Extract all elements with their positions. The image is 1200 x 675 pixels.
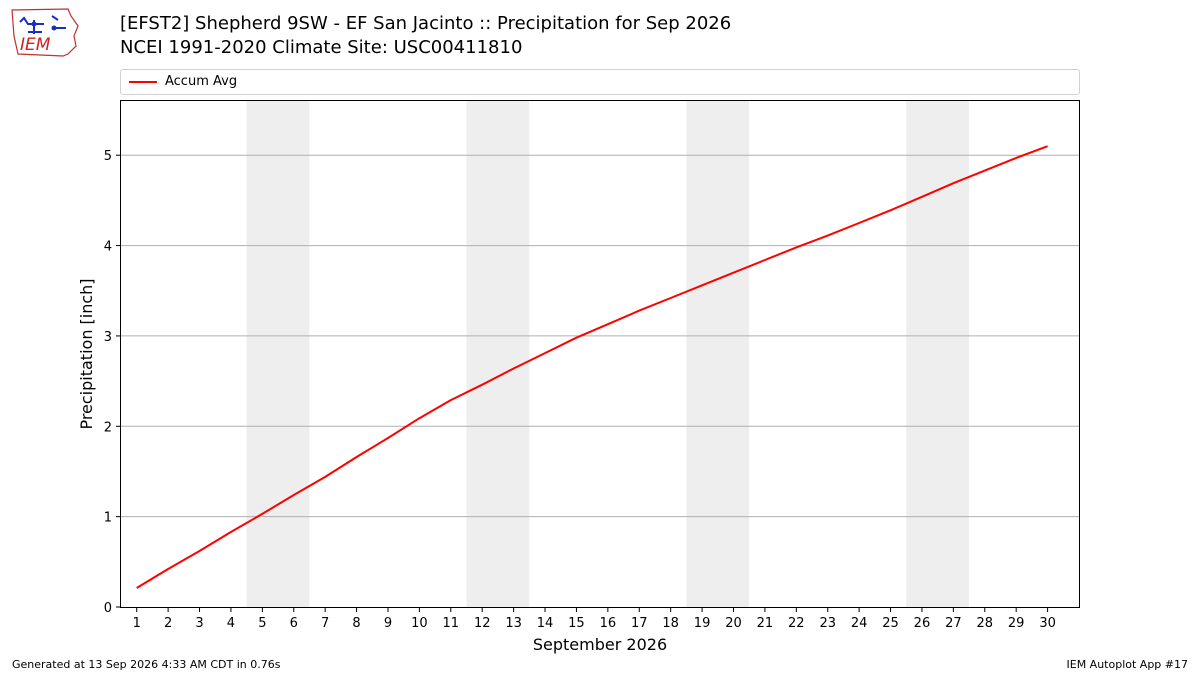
x-tick-label-6: 6 [290, 616, 298, 631]
x-tick-label-22: 22 [788, 616, 805, 631]
x-axis-label: September 2026 [533, 635, 667, 654]
weekend-band-4 [906, 101, 970, 607]
x-tick-label-30: 30 [1039, 616, 1056, 631]
chart-title: [EFST2] Shepherd 9SW - EF San Jacinto ::… [120, 13, 732, 34]
series-line-accum-avg [136, 145, 1048, 589]
y-axis-label: Precipitation [inch] [77, 278, 96, 429]
x-tick-label-4: 4 [227, 616, 235, 631]
y-tick-label-1: 1 [104, 511, 112, 526]
x-tick-label-3: 3 [195, 616, 203, 631]
x-tick-label-16: 16 [600, 616, 617, 631]
x-tick-label-29: 29 [1008, 616, 1025, 631]
x-tick-label-7: 7 [321, 616, 329, 631]
x-tick-label-25: 25 [882, 616, 899, 631]
x-tick-label-8: 8 [352, 616, 360, 631]
x-tick-label-24: 24 [851, 616, 868, 631]
weekend-band-2 [466, 101, 530, 607]
y-tick-label-2: 2 [104, 420, 112, 435]
chart-subtitle: NCEI 1991-2020 Climate Site: USC00411810 [120, 37, 523, 58]
x-tick-label-14: 14 [537, 616, 554, 631]
gridlines-group [121, 154, 1079, 518]
x-axis-ticks: 1 2 3 4 5 6 7 8 9 10 11 12 13 14 15 16 17 18 19 20 21 22 23 24 2… [133, 607, 1056, 631]
weekend-shading-group [246, 101, 970, 607]
x-tick-label-19: 19 [694, 616, 711, 631]
x-tick-label-9: 9 [384, 616, 392, 631]
x-tick-label-20: 20 [725, 616, 742, 631]
generated-timestamp: Generated at 13 Sep 2026 4:33 AM CDT in … [12, 658, 281, 671]
y-tick-label-5: 5 [104, 149, 112, 164]
x-tick-label-23: 23 [819, 616, 836, 631]
x-tick-label-28: 28 [976, 616, 993, 631]
x-tick-label-21: 21 [757, 616, 774, 631]
x-tick-label-17: 17 [631, 616, 648, 631]
plot-frame [120, 100, 1080, 608]
x-tick-label-2: 2 [164, 616, 172, 631]
x-tick-label-11: 11 [443, 616, 460, 631]
iem-logo-icon: IEM [11, 8, 79, 57]
y-tick-label-0: 0 [104, 601, 112, 616]
autoplot-app-label: IEM Autoplot App #17 [1066, 658, 1189, 671]
x-tick-label-27: 27 [945, 616, 962, 631]
x-tick-label-12: 12 [474, 616, 491, 631]
x-tick-label-13: 13 [505, 616, 522, 631]
logo-text: IEM [20, 35, 51, 55]
series-group [136, 145, 1048, 589]
x-tick-label-26: 26 [914, 616, 931, 631]
y-tick-label-3: 3 [104, 330, 112, 345]
legend-swatch-accum-avg [129, 81, 157, 83]
y-axis-ticks: 0 1 2 3 4 5 [104, 149, 121, 616]
chart-legend: Accum Avg [120, 69, 1080, 95]
weekend-band-1 [246, 101, 310, 607]
weekend-band-3 [686, 101, 750, 607]
x-tick-label-15: 15 [568, 616, 585, 631]
x-tick-label-1: 1 [133, 616, 141, 631]
x-tick-label-18: 18 [662, 616, 679, 631]
x-tick-label-5: 5 [258, 616, 266, 631]
x-tick-label-10: 10 [411, 616, 428, 631]
y-tick-label-4: 4 [104, 240, 112, 255]
chart-title-block: [EFST2] Shepherd 9SW - EF San Jacinto ::… [120, 12, 731, 60]
legend-label-accum-avg: Accum Avg [165, 74, 238, 89]
